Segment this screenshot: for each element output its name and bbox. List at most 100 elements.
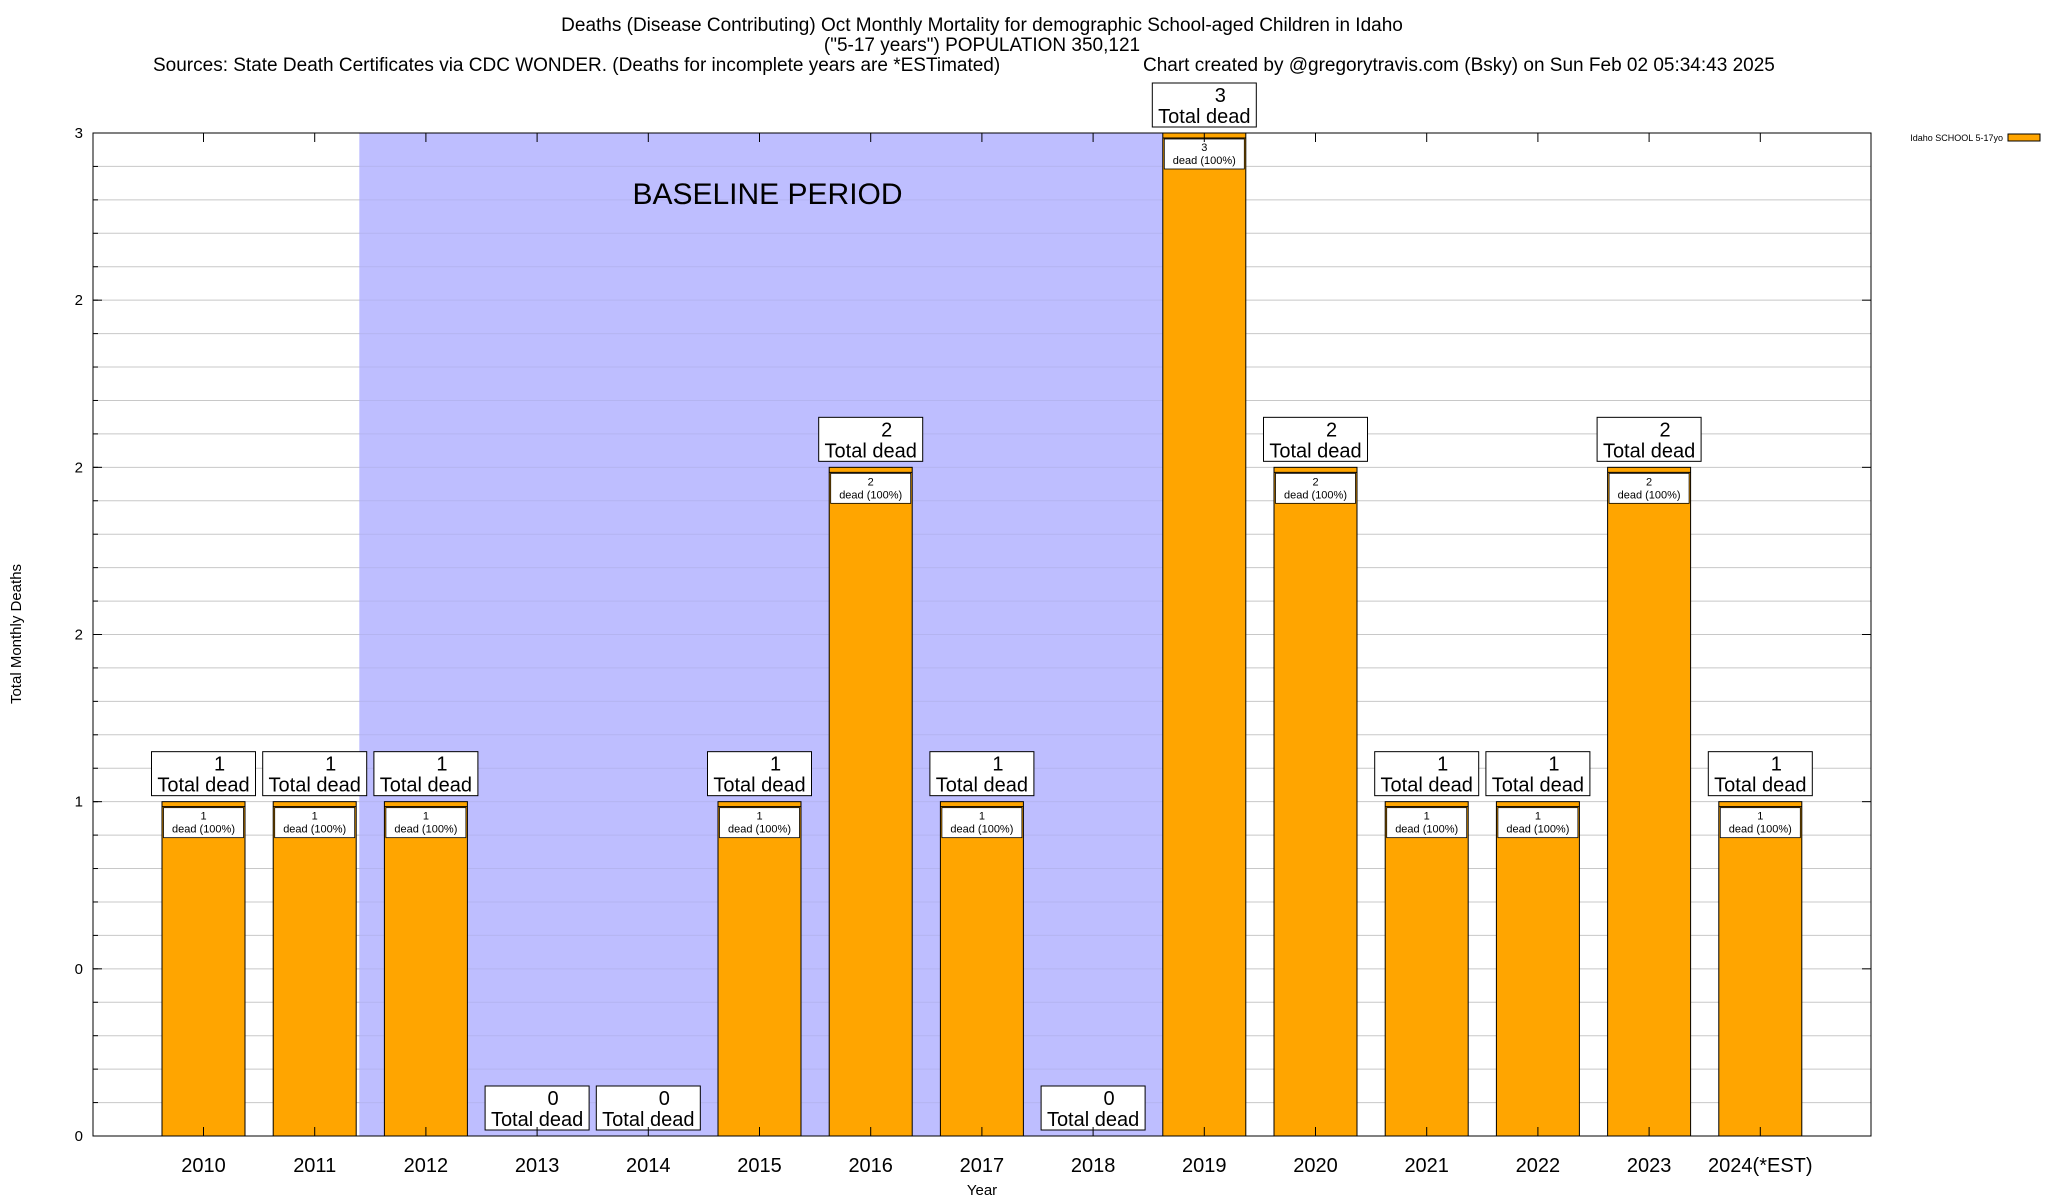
y-tick-label: 2 [75,292,83,309]
inner-label-value: 2 [1646,476,1652,488]
total-label-value: 1 [992,754,1003,776]
inner-label-value: 1 [1757,811,1763,823]
minor-grid [359,132,1246,1137]
bar [828,466,913,1137]
x-tick-label: 2020 [1293,1155,1338,1177]
chart-subtitle: ("5-17 years") POPULATION 350,121 [824,35,1140,56]
total-label-value: 1 [1548,754,1559,776]
total-label-box [1151,82,1257,128]
total-label-value: 1 [436,754,447,776]
total-label-value: 0 [548,1088,559,1110]
bar [1607,466,1692,1137]
bar [1384,801,1469,1137]
total-label-text: Total dead [1158,106,1250,128]
total-label-box [1596,416,1702,462]
inner-label-value: 1 [979,811,985,823]
total-label-box [262,751,368,797]
y-tick-label: 2 [75,459,83,476]
total-label-box [1040,1085,1146,1131]
inner-label-box [1275,472,1356,504]
x-axis-label: Year [967,1182,997,1199]
total-label-value: 2 [881,419,892,441]
inner-label-value: 1 [756,811,762,823]
x-tick-label: 2013 [515,1155,560,1177]
inner-label-text: dead (100%) [839,489,902,501]
chart-credit: Chart created by @gregorytravis.com (Bsk… [1143,55,1775,76]
total-label-value: 1 [214,754,225,776]
total-label-box [1263,416,1368,462]
inner-label-value: 1 [312,811,318,823]
total-label-value: 0 [1104,1088,1115,1110]
inner-label-box [1719,807,1801,839]
bar [161,801,246,1137]
total-label-box [707,751,812,797]
x-tick-label: 2012 [404,1155,449,1177]
total-label-text: Total dead [936,775,1028,797]
inner-label-value: 1 [200,811,206,823]
inner-label-text: dead (100%) [1506,824,1569,836]
inner-label-text: dead (100%) [172,824,235,836]
total-label-box [1374,751,1480,797]
total-label-box [151,751,256,797]
inner-label-box [1497,807,1579,839]
inner-label-text: dead (100%) [1284,489,1347,501]
inner-label-box [941,807,1023,839]
inner-label-text: dead (100%) [1395,824,1458,836]
total-label-box [1707,751,1813,797]
total-label-value: 1 [1771,754,1782,776]
legend-swatch [2007,133,2041,142]
total-label-text: Total dead [602,1109,694,1131]
inner-label-value: 1 [1424,811,1430,823]
inner-label-value: 1 [1535,811,1541,823]
bar [1495,801,1580,1137]
total-label-text: Total dead [1381,775,1473,797]
y-tick-label: 2 [75,627,83,644]
total-label-text: Total dead [1269,440,1361,462]
bar [939,801,1024,1137]
y-tick-label: 1 [75,794,83,811]
total-label-box [929,751,1035,797]
total-label-box [818,416,924,462]
inner-label-text: dead (100%) [394,824,457,836]
bar [1718,801,1803,1137]
inner-label-value: 1 [423,811,429,823]
total-label-box [1485,751,1591,797]
inner-label-box [719,807,800,839]
inner-label-value: 3 [1201,142,1207,154]
y-tick-label: 0 [75,1128,83,1145]
inner-label-text: dead (100%) [1618,489,1681,501]
y-tick-label: 3 [75,125,83,142]
bar [272,801,357,1137]
total-label-box [373,751,479,797]
total-label-value: 2 [1660,419,1671,441]
inner-label-box [385,807,467,839]
inner-label-text: dead (100%) [1173,155,1236,167]
x-tick-label: 2021 [1404,1155,1449,1177]
total-label-text: Total dead [1603,440,1695,462]
x-tick-label: 2016 [848,1155,893,1177]
total-label-text: Total dead [1714,775,1806,797]
inner-label-text: dead (100%) [283,824,346,836]
bar [1273,466,1358,1137]
x-tick-label: 2010 [181,1155,226,1177]
total-label-value: 3 [1215,85,1226,107]
x-tick-label: 2023 [1627,1155,1672,1177]
total-label-text: Total dead [825,440,917,462]
total-label-value: 1 [770,754,781,776]
chart-title: Deaths (Disease Contributing) Oct Monthl… [561,15,1403,36]
legend-entry-label: Idaho SCHOOL 5-17yo [1910,133,2003,143]
